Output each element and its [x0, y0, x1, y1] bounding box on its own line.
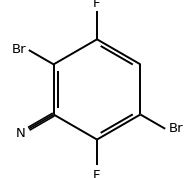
Text: F: F — [93, 0, 101, 10]
Text: F: F — [93, 169, 101, 178]
Text: N: N — [15, 127, 25, 140]
Text: Br: Br — [12, 43, 26, 56]
Text: Br: Br — [169, 122, 183, 135]
